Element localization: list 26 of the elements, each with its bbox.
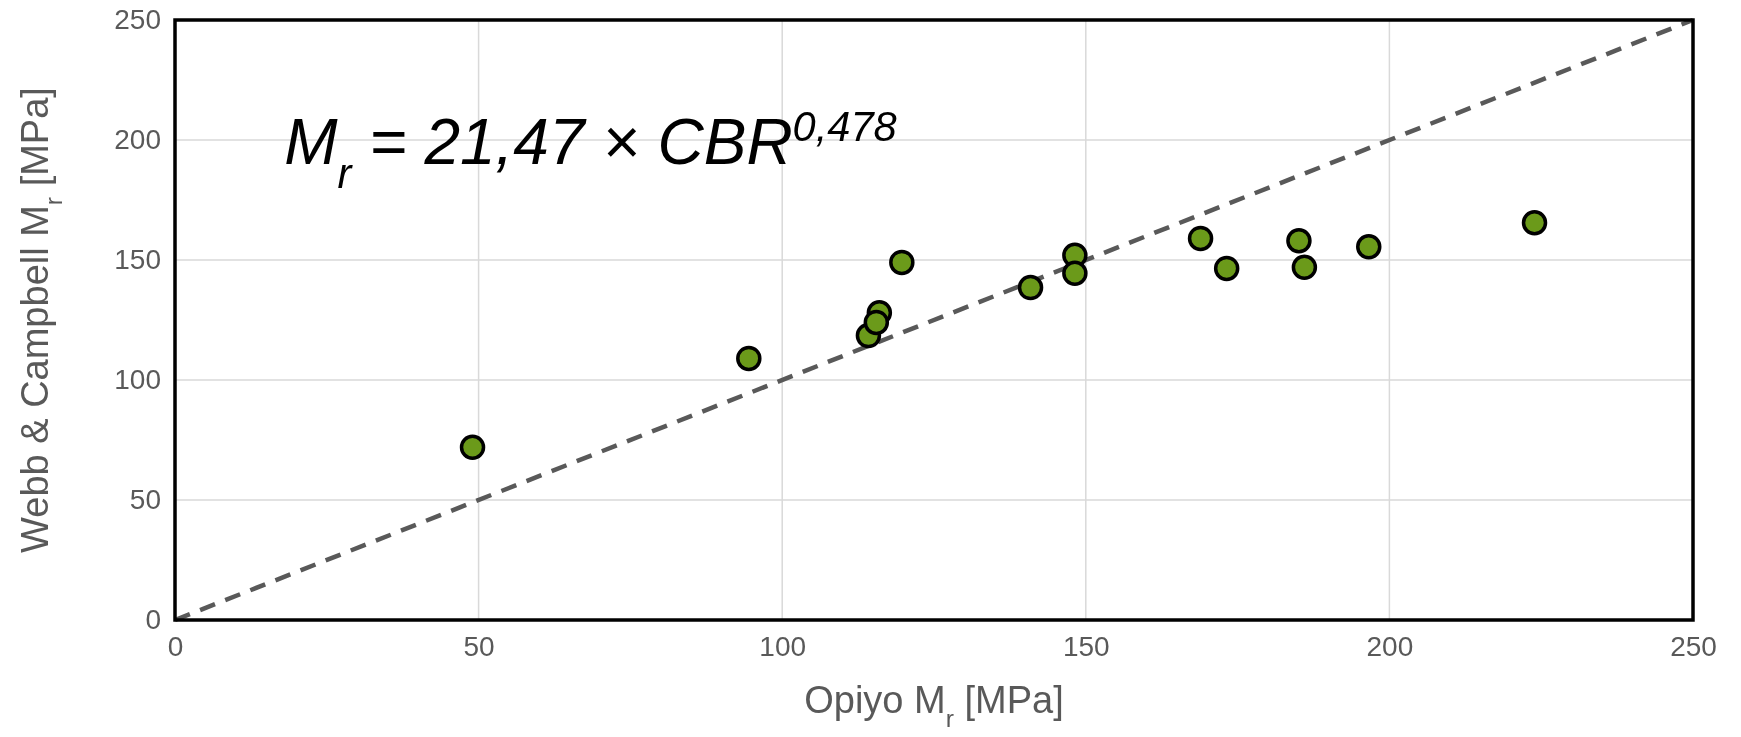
point [1521, 210, 1548, 236]
y-tick-label: 250 [114, 4, 161, 36]
x-tick-label: 150 [1062, 630, 1110, 662]
y-tick-label: 100 [114, 364, 161, 396]
y-tick-label: 200 [114, 124, 161, 156]
point [863, 309, 890, 336]
point [736, 345, 762, 372]
point [1356, 234, 1382, 260]
point [1187, 225, 1214, 252]
annotation: M$_{r}$ = 21,47 × CBR$^{0,478}$ [284, 102, 897, 197]
point [459, 434, 486, 460]
y-tick-label: 0 [145, 604, 161, 636]
x-tick-label: 250 [1670, 630, 1717, 662]
x-tick-label: 0 [167, 630, 184, 662]
point [1286, 228, 1312, 254]
x-tick-label: 50 [463, 630, 495, 662]
point [1291, 254, 1318, 280]
y-tick-label: 50 [129, 484, 161, 516]
x-axis-title: Opiyo M$_{r}$ [MPa] [804, 679, 1064, 732]
point [1213, 255, 1240, 282]
x-tick-label: 100 [759, 630, 807, 662]
x-tick-label: 200 [1366, 630, 1414, 662]
point [889, 249, 915, 276]
point [1017, 274, 1044, 301]
y-tick-label: 150 [114, 244, 161, 276]
point [1062, 260, 1088, 286]
